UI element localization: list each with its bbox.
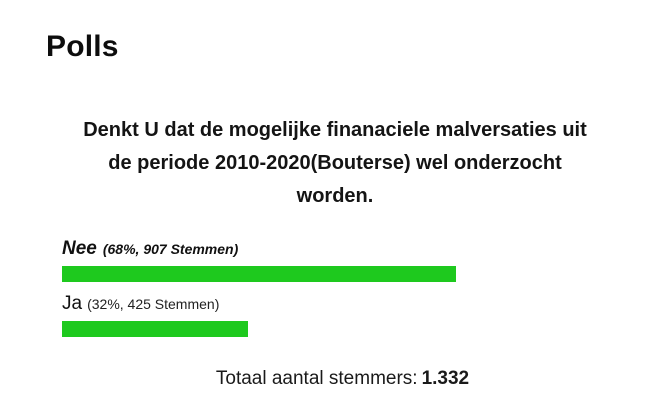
total-voters-count: 1.332: [421, 368, 470, 389]
poll-question: Denkt U dat de mogelijke finanaciele mal…: [83, 119, 587, 207]
total-voters-label: Totaal aantal stemmers:: [215, 368, 418, 389]
poll-option-result: (68%, 907 Stemmen): [102, 241, 239, 257]
poll-option-label-row: Nee (68%, 907 Stemmen): [62, 238, 642, 260]
result-bar-fill: [62, 266, 457, 282]
total-voters: Totaal aantal stemmers: 1.332: [0, 368, 650, 390]
result-bar-fill: [62, 321, 248, 337]
result-bar-track: [62, 321, 642, 337]
poll-option-ja[interactable]: Ja (32%, 425 Stemmen): [62, 293, 642, 337]
result-bar-track: [62, 266, 642, 282]
poll-option-nee[interactable]: Nee (68%, 907 Stemmen): [62, 238, 642, 282]
poll-option-result: (32%, 425 Stemmen): [87, 296, 220, 312]
poll-option-label-row: Ja (32%, 425 Stemmen): [62, 293, 642, 315]
poll-option-name: Nee: [62, 238, 97, 259]
page-title: Polls: [46, 30, 119, 63]
poll-option-name: Ja: [62, 293, 83, 314]
